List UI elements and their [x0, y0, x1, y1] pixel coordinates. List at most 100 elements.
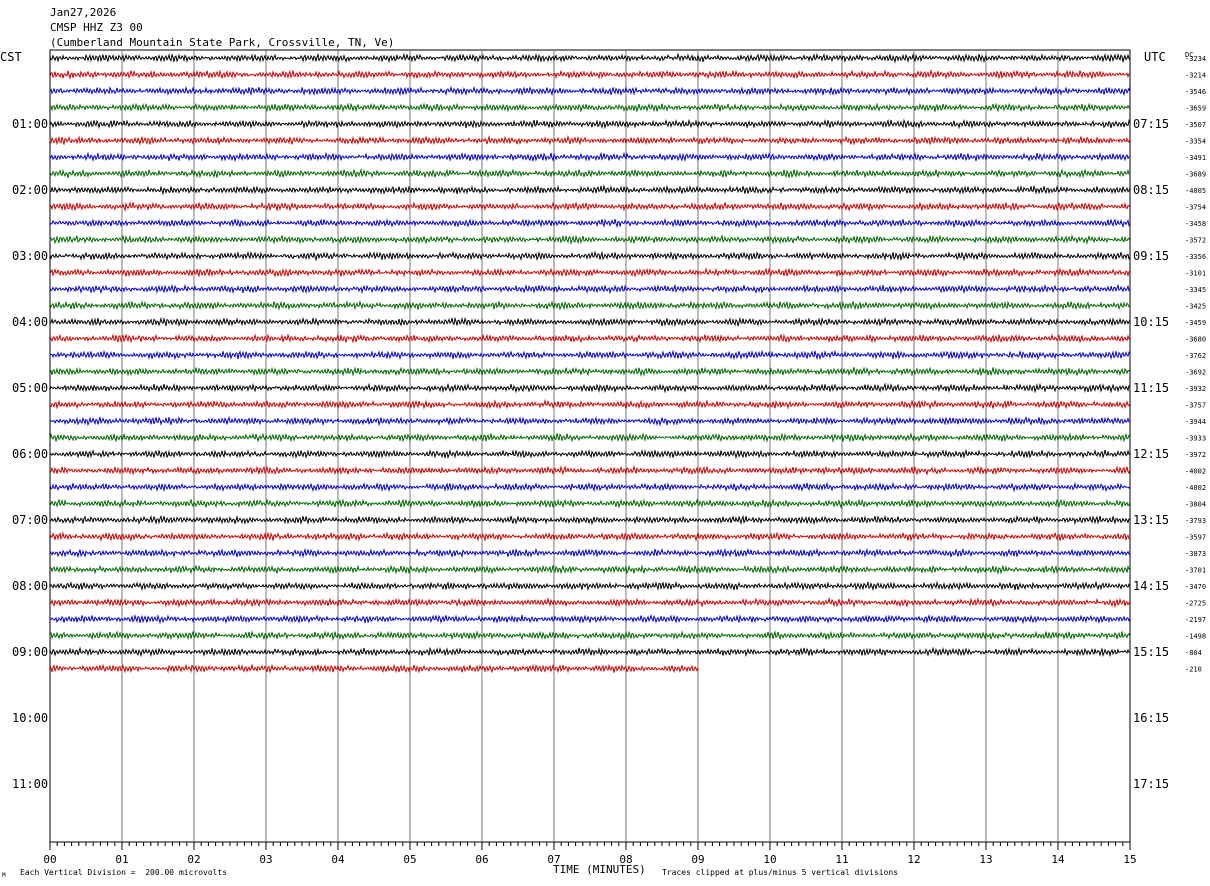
- dc-offset-label: -3491: [1185, 154, 1206, 162]
- dc-offset-label: -3470: [1185, 583, 1206, 591]
- clip-note: Traces clipped at plus/minus 5 vertical …: [662, 868, 898, 877]
- x-tick-label: 06: [475, 853, 488, 866]
- seismic-trace: [49, 398, 1131, 410]
- x-tick-label: 03: [259, 853, 272, 866]
- dc-offset-label: -3757: [1185, 402, 1206, 410]
- cst-axis-label: CST: [0, 50, 22, 64]
- dc-offset-label: -3458: [1185, 220, 1206, 228]
- dc-offset-label: -3354: [1185, 138, 1206, 146]
- dc-offset-label: -4005: [1185, 187, 1206, 195]
- x-tick-label: 02: [187, 853, 200, 866]
- dc-offset-label: -3972: [1185, 451, 1206, 459]
- utc-hour-label: 09:15: [1133, 249, 1169, 263]
- cst-hour-label: 04:00: [12, 315, 48, 329]
- dc-offset-label: -3944: [1185, 418, 1206, 426]
- dc-label: DC: [1185, 51, 1193, 59]
- dc-offset-label: -3692: [1185, 369, 1206, 377]
- x-tick-label: 12: [907, 853, 920, 866]
- dc-offset-label: -3680: [1185, 336, 1206, 344]
- trace-layer: [49, 52, 1131, 674]
- seismic-trace: [49, 448, 1131, 460]
- dc-offset-label: -3345: [1185, 286, 1206, 294]
- dc-offset-label: -3701: [1185, 567, 1206, 575]
- seismic-trace: [49, 250, 1131, 262]
- seismic-trace: [49, 646, 1131, 658]
- seismic-trace: [49, 481, 1131, 493]
- plot-date: Jan27,2026: [50, 6, 116, 19]
- x-tick-label: 07: [547, 853, 560, 866]
- seismic-trace: [49, 267, 1131, 278]
- dc-offset-label: -3214: [1185, 72, 1206, 80]
- seismic-trace: [49, 134, 1131, 146]
- cst-hour-label: 03:00: [12, 249, 48, 263]
- seismic-trace: [49, 464, 1131, 477]
- utc-hour-label: 12:15: [1133, 447, 1169, 461]
- dc-offset-label: -3659: [1185, 105, 1206, 113]
- seismic-trace: [49, 613, 1131, 625]
- seismic-trace: [49, 514, 1131, 526]
- dc-offset-label: -3689: [1185, 171, 1206, 179]
- utc-hour-label: 10:15: [1133, 315, 1169, 329]
- dc-offset-label: -804: [1185, 649, 1202, 657]
- x-tick-label: 05: [403, 853, 416, 866]
- dc-offset-label: -2725: [1185, 600, 1206, 608]
- seismic-trace: [49, 52, 1131, 64]
- cst-hour-label: 02:00: [12, 183, 48, 197]
- minute-gridlines: [49, 50, 1131, 850]
- seismic-trace: [49, 596, 1131, 609]
- utc-hour-label: 08:15: [1133, 183, 1169, 197]
- x-tick-label: 08: [619, 853, 632, 866]
- dc-offset-label: -2197: [1185, 616, 1206, 624]
- cst-hour-label: 11:00: [12, 777, 48, 791]
- cst-hour-label: 07:00: [12, 513, 48, 527]
- seismic-trace: [49, 234, 1131, 246]
- plot-station: CMSP HHZ Z3 00: [50, 21, 143, 34]
- utc-axis-label: UTC: [1144, 50, 1166, 64]
- dc-offset-label: -3762: [1185, 352, 1206, 360]
- seismic-trace: [49, 300, 1131, 311]
- seismic-trace: [49, 366, 1131, 377]
- x-axis-title: TIME (MINUTES): [553, 863, 646, 876]
- seismic-trace: [49, 102, 1131, 113]
- seismic-trace: [49, 201, 1131, 212]
- x-tick-label: 11: [835, 853, 848, 866]
- dc-offset-label: -3873: [1185, 550, 1206, 558]
- seismic-trace: [49, 547, 1131, 559]
- seismic-trace: [49, 217, 1131, 229]
- cst-hour-label: 09:00: [12, 645, 48, 659]
- plot-frame: [49, 49, 1131, 843]
- seismic-trace: [49, 382, 1131, 394]
- dc-offset-label: -3754: [1185, 204, 1206, 212]
- seismic-trace: [49, 333, 1131, 344]
- axis-label-layer: 00 01 02 03 04 05 06 07 08 09 10 11 12 13 14 15 -3234 -32…: [12, 55, 1206, 866]
- utc-hour-label: 17:15: [1133, 777, 1169, 791]
- dc-offset-label: -3234: [1185, 55, 1206, 63]
- x-tick-label: 04: [331, 853, 345, 866]
- seismic-trace: [49, 630, 1131, 641]
- utc-hour-label: 13:15: [1133, 513, 1169, 527]
- dc-offset-label: -3572: [1185, 237, 1206, 245]
- dc-offset-label: -3932: [1185, 385, 1206, 393]
- cst-hour-label: 08:00: [12, 579, 48, 593]
- cst-hour-label: 05:00: [12, 381, 48, 395]
- seismic-trace: [49, 580, 1131, 592]
- dc-offset-label: -3793: [1185, 517, 1206, 525]
- x-tick-label: 10: [763, 853, 776, 866]
- dc-offset-label: -3933: [1185, 435, 1206, 443]
- dc-offset-label: -210: [1185, 666, 1202, 674]
- utc-hour-label: 14:15: [1133, 579, 1169, 593]
- dc-offset-label: -3356: [1185, 253, 1206, 261]
- x-tick-label: 15: [1123, 853, 1136, 866]
- seismic-trace: [49, 415, 1131, 427]
- cst-hour-label: 10:00: [12, 711, 48, 725]
- x-tick-label: 01: [115, 853, 128, 866]
- seismic-trace: [49, 498, 1131, 510]
- seismic-trace: [49, 316, 1131, 328]
- cst-hour-label: 01:00: [12, 117, 48, 131]
- dc-offset-label: -4002: [1185, 484, 1206, 492]
- x-tick-label: 14: [1051, 853, 1065, 866]
- utc-hour-label: 15:15: [1133, 645, 1169, 659]
- seismic-trace: [49, 349, 1131, 361]
- dc-offset-label: -3804: [1185, 501, 1206, 509]
